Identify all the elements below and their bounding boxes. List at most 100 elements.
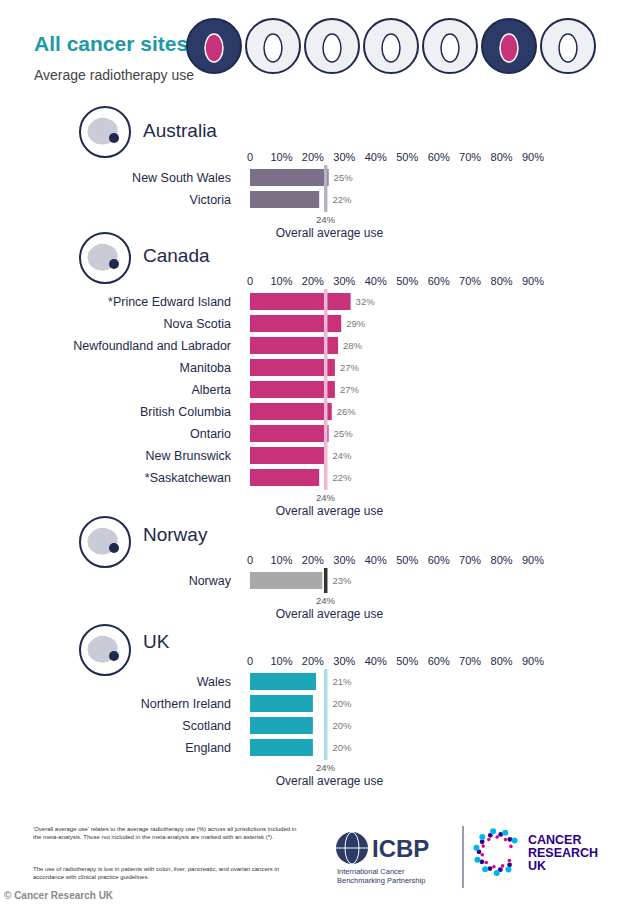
- category-label: Manitoba: [180, 361, 231, 375]
- average-name: Overall average use: [276, 607, 384, 621]
- cruk-dot: [473, 845, 479, 851]
- country-icon: [80, 517, 130, 567]
- tick-label: 70%: [459, 554, 481, 566]
- average-label: 24%: [316, 214, 336, 225]
- category-label: *Saskatchewan: [145, 471, 231, 485]
- data-label: 29%: [346, 318, 366, 329]
- cruk-dot: [502, 830, 508, 836]
- bar: [250, 572, 322, 589]
- cruk-text: UK: [528, 859, 546, 873]
- header-icons: [187, 19, 595, 73]
- cruk-dot: [509, 845, 513, 849]
- cruk-dot: [475, 857, 481, 863]
- bar: [250, 447, 325, 464]
- tick-label: 90%: [522, 655, 544, 667]
- country-highlight: [109, 259, 119, 269]
- tick-label: 70%: [459, 655, 481, 667]
- bar: [250, 739, 313, 756]
- organ-icon: [541, 19, 595, 73]
- tick-label: 90%: [522, 275, 544, 287]
- cruk-dot: [508, 859, 512, 863]
- category-label: New South Wales: [132, 171, 231, 185]
- data-label: 27%: [340, 384, 360, 395]
- category-label: Scotland: [182, 719, 231, 733]
- country-title: Norway: [143, 524, 208, 545]
- country-map: [87, 527, 118, 555]
- tick-label: 20%: [302, 655, 324, 667]
- average-line: [324, 165, 328, 212]
- category-label: *Prince Edward Island: [108, 295, 231, 309]
- data-label: 26%: [337, 406, 357, 417]
- data-label: 27%: [340, 362, 360, 373]
- country-chart: UK010%20%30%40%50%60%70%80%90%Wales21%No…: [80, 625, 544, 788]
- icbp-globe-line: [336, 848, 368, 849]
- country-title: Canada: [143, 245, 210, 266]
- tick-label: 30%: [333, 151, 355, 163]
- organ-icon: [305, 19, 359, 73]
- cruk-dot: [480, 839, 485, 844]
- average-name: Overall average use: [276, 774, 384, 788]
- cruk-dot: [492, 865, 496, 869]
- average-line: [324, 568, 328, 593]
- tick-label: 50%: [396, 554, 418, 566]
- category-label: England: [185, 741, 231, 755]
- tick-label: 40%: [365, 151, 387, 163]
- cruk-dot: [482, 866, 488, 872]
- tick-label: 20%: [302, 554, 324, 566]
- country-chart: Canada010%20%30%40%50%60%70%80%90%*Princ…: [73, 233, 544, 518]
- cruk-dot: [487, 838, 491, 842]
- organ-shape: [382, 34, 400, 62]
- tick-label: 0: [247, 554, 253, 566]
- cruk-dot: [480, 853, 484, 857]
- average-name: Overall average use: [276, 504, 384, 518]
- bar: [250, 191, 319, 208]
- tick-label: 30%: [333, 275, 355, 287]
- country-chart: Australia010%20%30%40%50%60%70%80%90%New…: [80, 107, 544, 240]
- tick-label: 80%: [491, 655, 513, 667]
- average-label: 24%: [316, 595, 336, 606]
- tick-label: 50%: [396, 655, 418, 667]
- organ-shape: [205, 34, 223, 62]
- organ-icon: [246, 19, 300, 73]
- bar: [250, 695, 313, 712]
- cruk-dot: [507, 862, 512, 867]
- average-name: Overall average use: [276, 226, 384, 240]
- organ-shape: [264, 34, 282, 62]
- average-line: [324, 669, 328, 760]
- country-icon: [80, 233, 130, 283]
- country-map: [87, 635, 118, 663]
- cruk-dot: [512, 838, 518, 844]
- organ-shape: [500, 34, 518, 62]
- bar: [250, 381, 335, 398]
- tick-label: 40%: [365, 655, 387, 667]
- icbp-line: Benchmarking Partnership: [337, 876, 425, 885]
- country-highlight: [109, 651, 119, 661]
- country-highlight: [109, 543, 119, 553]
- category-label: British Columbia: [140, 405, 231, 419]
- bars: [250, 568, 327, 593]
- tick-label: 10%: [270, 655, 292, 667]
- data-label: 22%: [332, 472, 352, 483]
- tick-label: 40%: [365, 554, 387, 566]
- average-label: 24%: [316, 762, 336, 773]
- cruk-dot: [481, 844, 485, 848]
- tick-label: 80%: [491, 151, 513, 163]
- footnote: The use of radiotherapy is low in patien…: [33, 866, 305, 881]
- tick-label: 0: [247, 275, 253, 287]
- infographic: All cancer sitesAverage radiotherapy use…: [0, 0, 634, 904]
- country-map: [87, 117, 118, 145]
- bars: [250, 165, 329, 212]
- tick-label: 0: [247, 151, 253, 163]
- category-label: Wales: [197, 675, 231, 689]
- tick-label: 10%: [270, 554, 292, 566]
- tick-label: 60%: [428, 655, 450, 667]
- tick-label: 20%: [302, 275, 324, 287]
- category-label: Norway: [189, 574, 232, 588]
- organ-icon: [364, 19, 418, 73]
- average-line: [324, 289, 328, 490]
- organ-shape: [441, 34, 459, 62]
- data-label: 24%: [332, 450, 352, 461]
- country-title: UK: [143, 631, 170, 652]
- tick-label: 60%: [428, 151, 450, 163]
- icbp-logo: ICBPInternational CancerBenchmarking Par…: [336, 832, 429, 885]
